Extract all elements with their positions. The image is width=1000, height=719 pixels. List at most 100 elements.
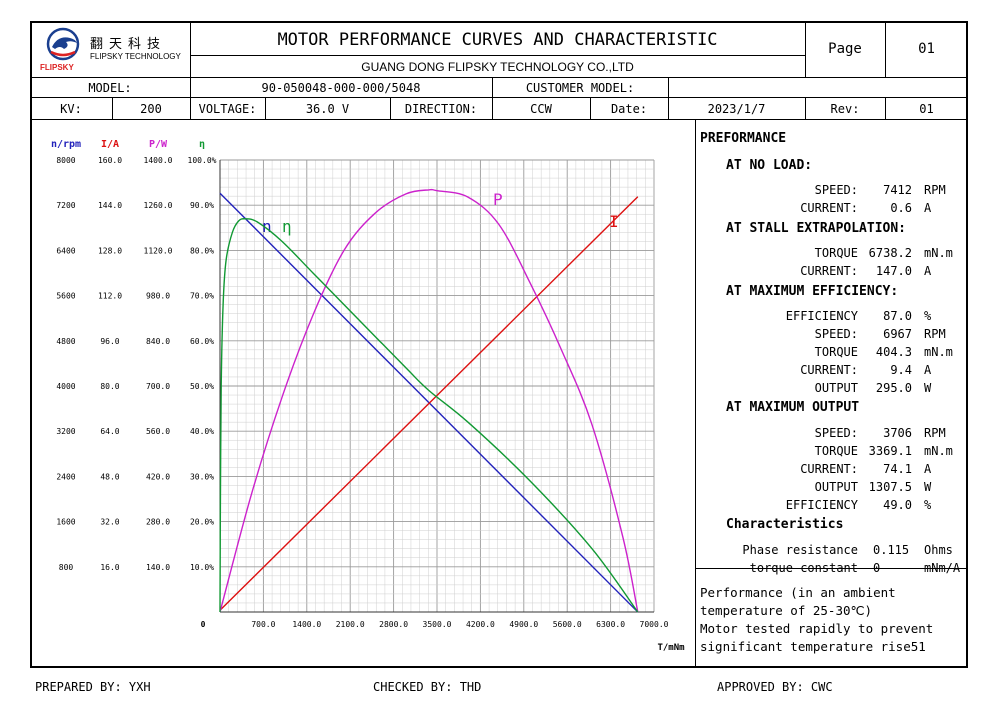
header-divider bbox=[805, 21, 806, 77]
curve-label-speed: n bbox=[262, 217, 272, 236]
logo-brand: FLIPSKY bbox=[40, 63, 74, 72]
metric-label: EFFICIENCY bbox=[785, 309, 858, 323]
y-tick-label: 7200 bbox=[56, 201, 75, 210]
header-divider bbox=[30, 97, 968, 98]
y-tick-label: 10.0% bbox=[190, 563, 214, 572]
y-tick-label: 4000 bbox=[56, 382, 75, 391]
metric-value: 9.4 bbox=[890, 363, 912, 377]
y-tick-label: 80.0% bbox=[190, 246, 214, 255]
y-tick-label: 1120.0 bbox=[144, 246, 173, 255]
header-divider bbox=[885, 21, 886, 77]
company-logo: 翻天科技 FLIPSKY TECHNOLOGY FLIPSKY bbox=[38, 25, 188, 75]
y-tick-label: 48.0 bbox=[100, 472, 119, 481]
customer-model-value bbox=[668, 78, 968, 97]
curve-label-power: P bbox=[493, 190, 503, 209]
note-line: significant temperature rise51 bbox=[700, 639, 926, 654]
header-divider bbox=[190, 55, 805, 56]
approved-by: APPROVED BY: CWC bbox=[717, 680, 833, 694]
metric-unit: A bbox=[924, 363, 932, 377]
direction-value: CCW bbox=[530, 101, 552, 116]
x-axis-title: T/mNm bbox=[657, 643, 685, 653]
metric-value: 6738.2 bbox=[868, 246, 912, 260]
note-line: Performance (in an ambient bbox=[700, 585, 896, 600]
x-tick-label: 6300.0 bbox=[596, 620, 625, 629]
axis-title-current: I/A bbox=[101, 139, 119, 150]
y-tick-label: 6400 bbox=[56, 246, 75, 255]
header-divider bbox=[190, 97, 191, 119]
metric-unit: W bbox=[924, 381, 932, 395]
header-divider bbox=[885, 97, 886, 119]
y-tick-label: 280.0 bbox=[146, 518, 170, 527]
note-line: temperature of 25-30℃) bbox=[700, 603, 873, 618]
header-divider bbox=[190, 77, 191, 97]
prepared-by: PREPARED BY: YXH bbox=[35, 680, 151, 694]
metric-label: OUTPUT bbox=[814, 381, 858, 395]
metric-unit: RPM bbox=[924, 426, 946, 440]
kv-label: KV: bbox=[60, 101, 82, 116]
y-tick-label: 560.0 bbox=[146, 427, 170, 436]
logo-english-name: FLIPSKY TECHNOLOGY bbox=[90, 52, 181, 61]
y-tick-label: 840.0 bbox=[146, 337, 170, 346]
y-tick-label: 60.0% bbox=[190, 337, 214, 346]
header-divider bbox=[190, 21, 191, 77]
header-divider bbox=[30, 77, 968, 78]
y-tick-label: 5600 bbox=[56, 292, 75, 301]
performance-chart: n/rpm 800 1600 2400 3200 4000 4800 5600 6400 7200… bbox=[51, 139, 686, 653]
y-tick-label: 20.0% bbox=[190, 518, 214, 527]
metric-label: EFFICIENCY bbox=[785, 498, 858, 512]
metric-unit: % bbox=[924, 498, 932, 512]
metric-unit: RPM bbox=[924, 327, 946, 341]
metric-label: OUTPUT bbox=[814, 480, 858, 494]
characteristics-heading: Characteristics bbox=[726, 517, 844, 532]
metric-value: 295.0 bbox=[875, 381, 912, 395]
metric-label: TORQUE bbox=[814, 246, 858, 260]
y-axis-labels: n/rpm 800 1600 2400 3200 4000 4800 5600 6400 7200… bbox=[51, 139, 217, 572]
metric-value: 404.3 bbox=[875, 345, 912, 359]
y-tick-label: 50.0% bbox=[190, 382, 214, 391]
y-tick-label: 112.0 bbox=[98, 292, 122, 301]
metric-unit: mN.m bbox=[924, 444, 953, 458]
panel-divider bbox=[695, 568, 968, 569]
characteristic-label: torque constant bbox=[749, 561, 858, 575]
customer-model-label: CUSTOMER MODEL: bbox=[525, 80, 635, 95]
metric-label: CURRENT: bbox=[800, 462, 858, 476]
metric-label: SPEED: bbox=[814, 426, 858, 440]
metric-value: 0.6 bbox=[890, 201, 912, 215]
metric-unit: mN.m bbox=[924, 246, 953, 260]
y-tick-label: 1260.0 bbox=[144, 201, 173, 210]
curve-current bbox=[219, 196, 639, 611]
y-tick-label: 70.0% bbox=[190, 292, 214, 301]
y-tick-label: 128.0 bbox=[98, 246, 122, 255]
y-tick-label: 32.0 bbox=[100, 518, 119, 527]
header-divider bbox=[390, 97, 391, 119]
y-tick-label: 16.0 bbox=[100, 563, 119, 572]
metric-value: 3369.1 bbox=[868, 444, 912, 458]
metric-value: 147.0 bbox=[875, 264, 912, 278]
metric-label: CURRENT: bbox=[800, 363, 858, 377]
metric-value: 87.0 bbox=[883, 309, 912, 323]
characteristic-value: 0.115 bbox=[873, 543, 910, 557]
header-divider bbox=[590, 97, 591, 119]
date-value: 2023/1/7 bbox=[707, 101, 766, 116]
x-tick-label: 700.0 bbox=[251, 620, 275, 629]
axis-title-power: P/W bbox=[149, 139, 168, 150]
model-label: MODEL: bbox=[88, 80, 132, 95]
no-load-heading: AT NO LOAD: bbox=[726, 158, 813, 173]
logo-chinese-name: 翻天科技 bbox=[90, 37, 167, 52]
axis-title-efficiency: η bbox=[199, 139, 205, 150]
doc-title: MOTOR PERFORMANCE CURVES AND CHARACTERIS… bbox=[277, 29, 718, 50]
voltage-value: 36.0 V bbox=[305, 101, 350, 116]
axis-title-speed: n/rpm bbox=[51, 139, 81, 150]
direction-label: DIRECTION: bbox=[404, 101, 478, 116]
y-tick-label: 8000 bbox=[56, 156, 75, 165]
checked-by: CHECKED BY: THD bbox=[373, 680, 482, 694]
y-tick-label: 96.0 bbox=[100, 337, 119, 346]
header-divider bbox=[805, 97, 806, 119]
y-tick-label: 800 bbox=[59, 563, 74, 572]
y-tick-label: 2400 bbox=[56, 472, 75, 481]
metric-value: 1307.5 bbox=[868, 480, 912, 494]
metric-unit: mN.m bbox=[924, 345, 953, 359]
curve-label-efficiency: η bbox=[282, 217, 292, 236]
x-axis-labels: 0 700.0 1400.0 2100.0 2800.0 3500.0 4200.0 4900… bbox=[201, 620, 686, 653]
panel-divider bbox=[695, 119, 696, 668]
